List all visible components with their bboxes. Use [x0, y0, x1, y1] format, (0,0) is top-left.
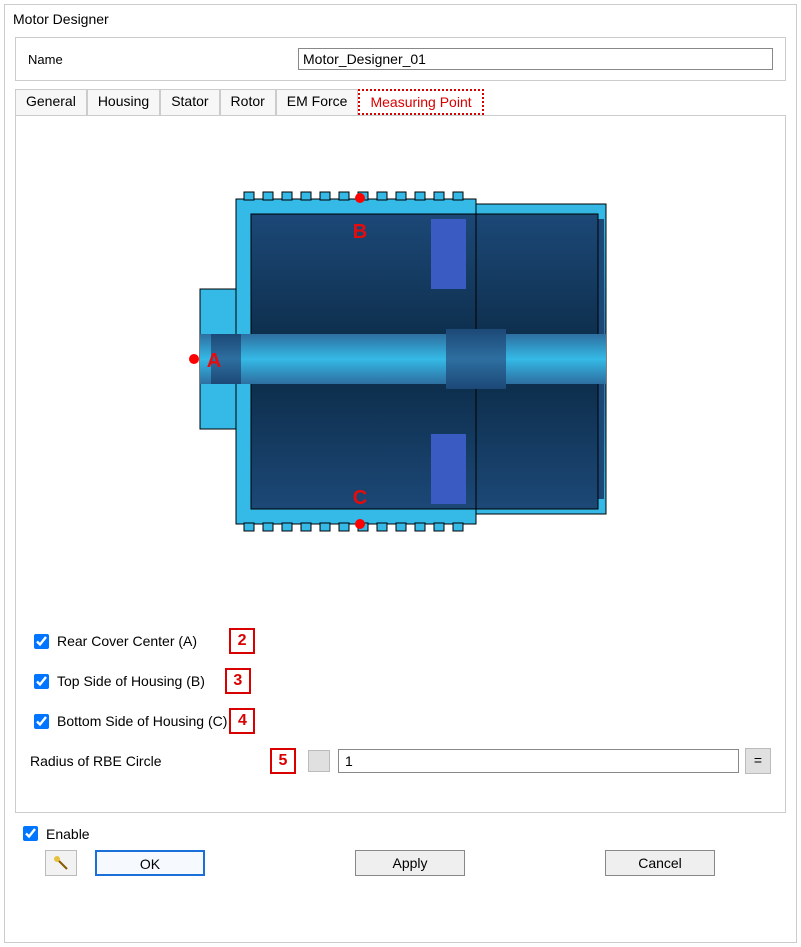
cancel-button[interactable]: Cancel	[605, 850, 715, 876]
callout-5: 5	[270, 748, 296, 774]
check-row-b: Top Side of Housing (B) 3	[30, 668, 771, 694]
motor-designer-window: Motor Designer Name General Housing Stat…	[4, 4, 797, 943]
rear-cover-center-label: Rear Cover Center (A)	[57, 633, 197, 649]
tab-stator[interactable]: Stator	[160, 89, 219, 115]
callout-2: 2	[229, 628, 255, 654]
apply-button[interactable]: Apply	[355, 850, 465, 876]
callout-4: 4	[229, 708, 255, 734]
tab-em-force[interactable]: EM Force	[276, 89, 359, 115]
bottom-side-housing-label: Bottom Side of Housing (C)	[57, 713, 227, 729]
check-row-c: Bottom Side of Housing (C) 4	[30, 708, 771, 734]
tab-measuring-point[interactable]: Measuring Point	[358, 89, 483, 115]
enable-row: Enable	[19, 823, 782, 844]
bottom-side-housing-checkbox[interactable]	[34, 714, 49, 729]
rear-cover-center-checkbox[interactable]	[34, 634, 49, 649]
top-side-housing-checkbox[interactable]	[34, 674, 49, 689]
diagram-container: 1 ABC	[186, 124, 616, 614]
tab-bar: General Housing Stator Rotor EM Force Me…	[15, 89, 786, 115]
measuring-point-panel: 1 ABC Rear Cover Center (A) 2 Top Side o…	[15, 115, 786, 813]
radius-input[interactable]	[338, 749, 739, 773]
wand-icon	[52, 854, 70, 872]
help-icon-button[interactable]	[45, 850, 77, 876]
svg-text:B: B	[353, 221, 367, 243]
window-title: Motor Designer	[5, 5, 796, 33]
name-input[interactable]	[298, 48, 773, 70]
svg-text:A: A	[207, 350, 221, 372]
ok-button[interactable]: OK	[95, 850, 205, 876]
svg-text:C: C	[353, 487, 367, 509]
tab-housing[interactable]: Housing	[87, 89, 160, 115]
dialog-button-bar: OK Apply Cancel	[45, 850, 784, 876]
callout-3: 3	[225, 668, 251, 694]
top-side-housing-label: Top Side of Housing (B)	[57, 673, 205, 689]
radius-label: Radius of RBE Circle	[30, 753, 270, 769]
motor-cross-section-diagram: A B C	[186, 124, 616, 594]
name-label: Name	[28, 52, 298, 67]
tab-rotor[interactable]: Rotor	[220, 89, 276, 115]
radius-row: Radius of RBE Circle 5 =	[30, 748, 771, 774]
enable-label: Enable	[46, 826, 90, 842]
enable-checkbox[interactable]	[23, 826, 38, 841]
radius-picker-button[interactable]	[308, 750, 330, 772]
tab-general[interactable]: General	[15, 89, 87, 115]
name-section: Name	[15, 37, 786, 81]
radius-expression-button[interactable]: =	[745, 748, 771, 774]
check-row-a: Rear Cover Center (A) 2	[30, 628, 771, 654]
